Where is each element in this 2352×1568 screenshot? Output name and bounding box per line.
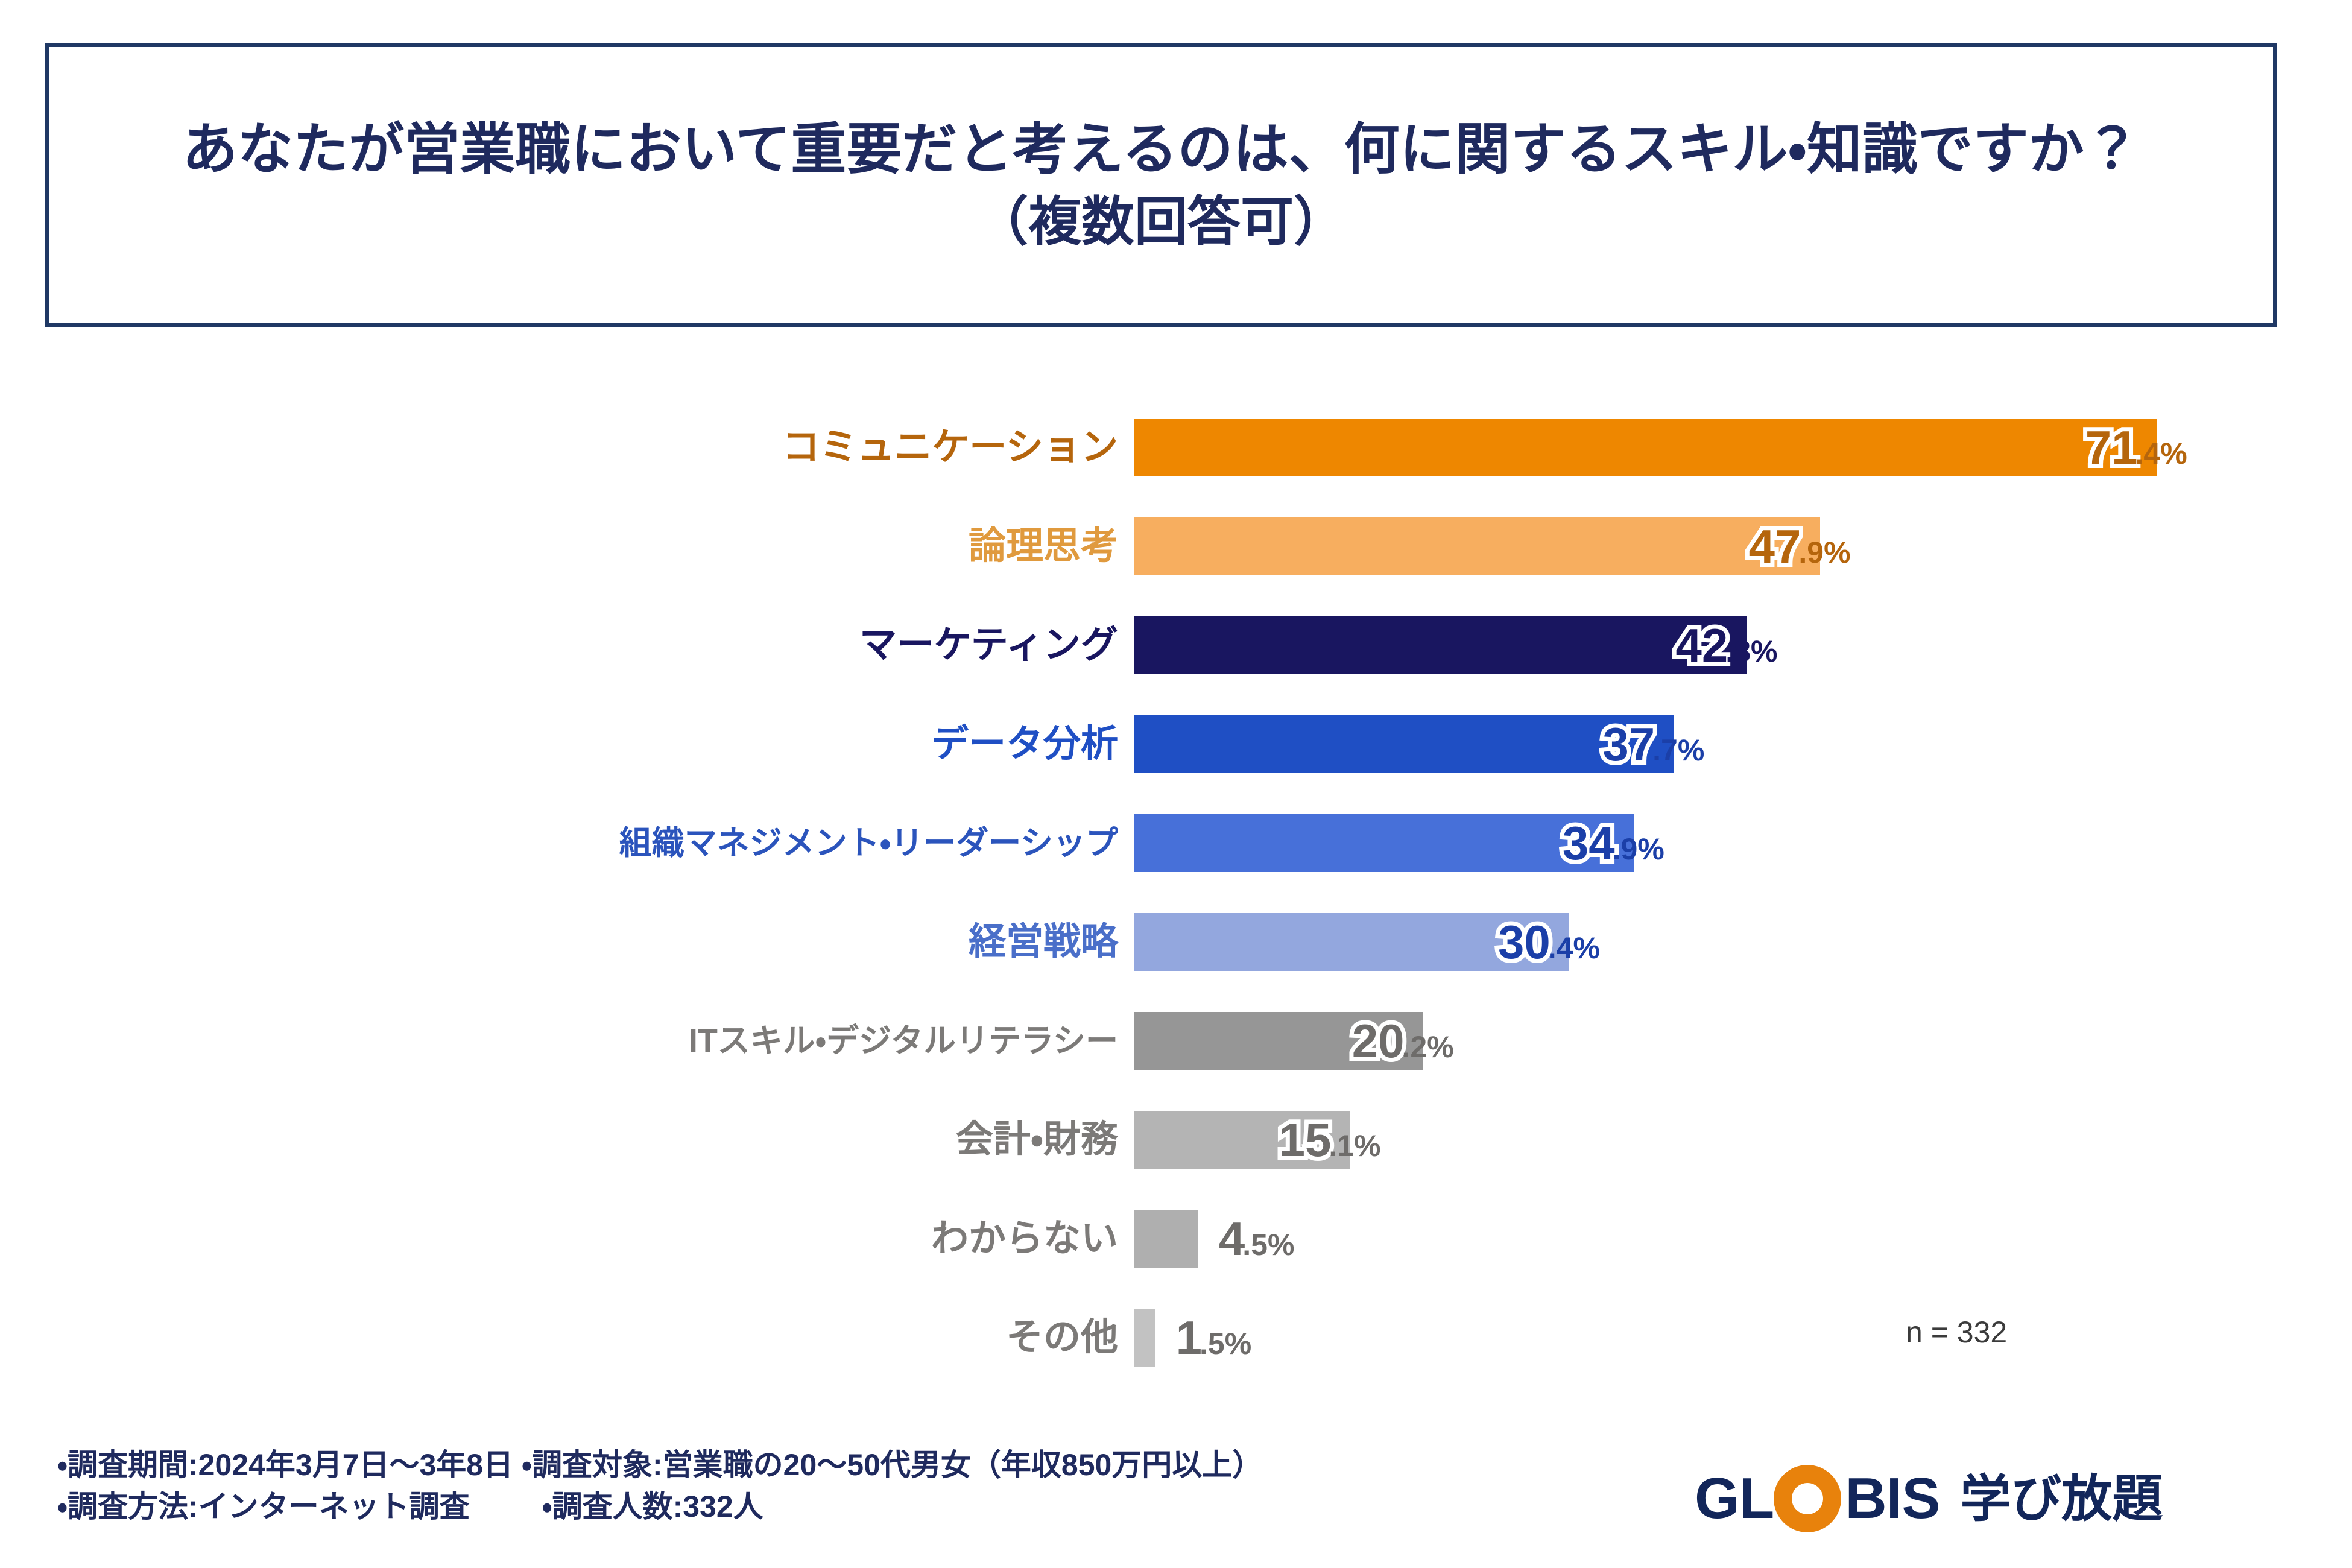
logo-wordmark-head: GL xyxy=(1695,1466,1774,1531)
bar-track: 4.5% xyxy=(1134,1189,2280,1288)
bar-value-label: 42.8% xyxy=(1672,618,1778,673)
bar-value-decimal: .1% xyxy=(1329,1129,1381,1163)
bar xyxy=(1134,1111,1350,1169)
bar-track: 20.2% xyxy=(1134,991,2280,1090)
bar-track: 37.7% xyxy=(1134,695,2280,794)
bar-value-label: 47.9% xyxy=(1745,519,1851,574)
bar-value-label: 4.5% xyxy=(1219,1215,1295,1262)
chart-row: ITスキル・デジタルリテラシー 20.2% xyxy=(0,991,2352,1090)
bar-track: 71.4% xyxy=(1134,398,2280,497)
bar-value-integer: 15 xyxy=(1275,1112,1336,1168)
chart-row: 組織マネジメント・リーダーシップ 34.9% xyxy=(0,794,2352,893)
bar-value-decimal: .2% xyxy=(1402,1030,1454,1064)
chart-row: その他 1.5% xyxy=(0,1288,2352,1387)
bar-value-label: 20.2% xyxy=(1348,1013,1454,1069)
bar-value-label: 1.5% xyxy=(1176,1314,1252,1361)
bar-value-decimal: .7% xyxy=(1652,733,1705,767)
bar xyxy=(1134,1012,1423,1070)
bar-value-label: 30.4% xyxy=(1494,914,1600,970)
bar-track: 42.8% xyxy=(1134,596,2280,695)
bar xyxy=(1134,913,1569,971)
bar-value-integer: 34 xyxy=(1558,815,1619,871)
sample-size-note: n = 332 xyxy=(1906,1315,2008,1349)
bar-value-decimal: .4% xyxy=(2135,437,2187,470)
bar-value-integer: 37 xyxy=(1598,716,1659,772)
chart-row: 論理思考 47.9% xyxy=(0,497,2352,596)
bar-value-label: 15.1% xyxy=(1275,1112,1381,1168)
category-label: 経営戦略 xyxy=(968,921,1118,963)
category-label: 会計・財務 xyxy=(955,1119,1118,1160)
chart-row: わからない 4.5% xyxy=(0,1189,2352,1288)
category-label: その他 xyxy=(1005,1317,1118,1358)
bar-value-label: 37.7% xyxy=(1598,716,1705,772)
bar-value-integer: 47 xyxy=(1745,519,1806,574)
footer-respondents: ・調査人数:332人 xyxy=(542,1490,763,1523)
survey-meta-footer: ・調査期間:2024年3月7日〜3年8日 ・調査対象:営業職の20〜50代男女（… xyxy=(57,1444,1262,1528)
category-label: 組織マネジメント・リーダーシップ xyxy=(619,825,1118,861)
bar-value-decimal: .4% xyxy=(1547,931,1600,965)
bar-value-integer: 1 xyxy=(1175,1311,1203,1364)
bar-value-label: 34.9% xyxy=(1558,815,1664,871)
bar xyxy=(1134,1210,1198,1268)
category-label: データ分析 xyxy=(931,723,1118,765)
globis-logo: GL BIS 学び放題 xyxy=(1695,1459,2163,1538)
footer-line-1: ・調査期間:2024年3月7日〜3年8日 ・調査対象:営業職の20〜50代男女（… xyxy=(57,1448,1263,1482)
chart-row: コミュニケーション 71.4% xyxy=(0,398,2352,497)
bar-value-decimal: .8% xyxy=(1725,634,1778,668)
bar xyxy=(1134,1309,1155,1367)
chart-row: データ分析 37.7% xyxy=(0,695,2352,794)
category-label: コミュニケーション xyxy=(782,426,1118,468)
bar xyxy=(1134,715,1674,773)
bar-value-decimal: .5% xyxy=(1200,1327,1252,1361)
bar-track: 34.9% xyxy=(1134,794,2280,893)
bar-value-integer: 4 xyxy=(1218,1212,1245,1265)
bar-track: 15.1% xyxy=(1134,1090,2280,1189)
bar xyxy=(1134,517,1820,575)
footer-line-2: ・調査方法:インターネット調査 ・調査人数:332人 xyxy=(57,1486,1262,1528)
chart-row: 会計・財務 15.1% xyxy=(0,1090,2352,1189)
page-subtitle: （複数回答可） xyxy=(975,191,1347,251)
bar-value-integer: 71 xyxy=(2081,420,2142,475)
bar xyxy=(1134,814,1634,872)
bar-value-integer: 30 xyxy=(1494,914,1555,970)
category-label: わからない xyxy=(931,1218,1118,1259)
bar-value-integer: 42 xyxy=(1672,618,1733,673)
bar-chart: コミュニケーション 71.4% 論理思考 47.9% マーケティング 42.8% データ分析… xyxy=(0,398,2352,1387)
bar-value-integer: 20 xyxy=(1348,1013,1409,1069)
globis-o-mark-icon xyxy=(1774,1465,1842,1532)
bar-value-decimal: .9% xyxy=(1798,536,1851,569)
bar-track: 30.4% xyxy=(1134,893,2280,991)
bar-value-decimal: .5% xyxy=(1242,1228,1295,1262)
bar xyxy=(1134,419,2157,476)
category-label: 論理思考 xyxy=(968,525,1118,567)
bar xyxy=(1134,616,1747,674)
page-title: あなたが営業職において重要だと考えるのは、何に関するスキル・知識ですか？ xyxy=(182,119,2140,181)
bar-track: 1.5% xyxy=(1134,1288,2280,1387)
bar-value-decimal: .9% xyxy=(1612,832,1664,866)
category-label: マーケティング xyxy=(859,624,1118,666)
chart-row: 経営戦略 30.4% xyxy=(0,893,2352,991)
bar-track: 47.9% xyxy=(1134,497,2280,596)
category-label: ITスキル・デジタルリテラシー xyxy=(688,1023,1118,1059)
question-title-box: あなたが営業職において重要だと考えるのは、何に関するスキル・知識ですか？ （複数… xyxy=(45,43,2277,327)
chart-row: マーケティング 42.8% xyxy=(0,596,2352,695)
bar-value-label: 71.4% xyxy=(2081,420,2187,475)
footer-method: ・調査方法:インターネット調査 xyxy=(57,1490,470,1523)
logo-jp-text: 学び放題 xyxy=(1960,1470,2163,1527)
logo-wordmark-tail: BIS xyxy=(1845,1466,1940,1531)
